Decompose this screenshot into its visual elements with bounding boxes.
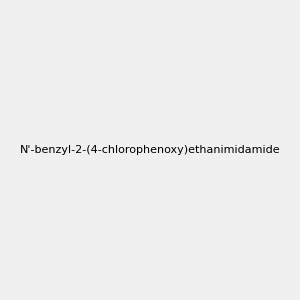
Text: N'-benzyl-2-(4-chlorophenoxy)ethanimidamide: N'-benzyl-2-(4-chlorophenoxy)ethanimidam…	[20, 145, 280, 155]
